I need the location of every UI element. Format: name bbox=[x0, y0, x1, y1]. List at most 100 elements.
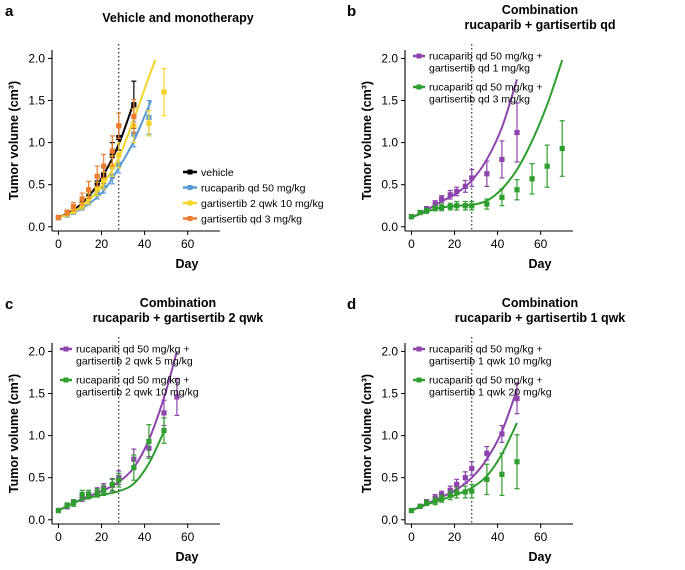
data-point bbox=[116, 477, 122, 483]
data-point bbox=[94, 186, 100, 192]
chart-title-line: Combination bbox=[140, 296, 216, 310]
x-axis-label: Day bbox=[529, 257, 552, 271]
x-axis-label: Day bbox=[176, 257, 199, 271]
chart-title-line: Combination bbox=[502, 3, 578, 17]
y-axis-label: Tumor volume (cm³) bbox=[360, 374, 374, 493]
data-point bbox=[116, 123, 122, 129]
x-tick-label: 20 bbox=[448, 237, 462, 251]
x-tick-label: 40 bbox=[138, 237, 152, 251]
legend-label: rucaparib qd 50 mg/kg + gartisertib qd 3 … bbox=[429, 82, 543, 106]
legend-label-line: gartisertib 2 qwk 5 mg/kg bbox=[76, 356, 193, 368]
data-point bbox=[484, 450, 490, 456]
y-tick-label: 1.0 bbox=[381, 429, 398, 443]
data-point bbox=[64, 209, 70, 216]
legend-marker bbox=[416, 377, 422, 383]
data-point bbox=[514, 459, 520, 465]
data-point bbox=[423, 500, 430, 506]
data-point bbox=[454, 203, 460, 209]
data-point bbox=[86, 187, 92, 193]
data-point bbox=[432, 498, 438, 504]
data-point bbox=[484, 476, 490, 482]
series bbox=[55, 59, 167, 221]
panel-label: a bbox=[5, 3, 14, 20]
data-point bbox=[514, 395, 520, 402]
legend-label-line: rucaparib qd 50 mg/kg + bbox=[76, 375, 190, 387]
data-point bbox=[454, 490, 460, 496]
series bbox=[55, 417, 167, 514]
legend-label-line: gartisertib qd 3 mg/kg bbox=[429, 94, 530, 106]
legend-label: rucaparib qd 50 mg/kg + gartisertib qd 1 … bbox=[429, 51, 543, 75]
data-point bbox=[454, 188, 460, 195]
data-point bbox=[161, 89, 167, 95]
legend: rucaparib qd 50 mg/kg + gartisertib 1 qwk… bbox=[413, 344, 552, 399]
data-point bbox=[101, 163, 107, 169]
data-point bbox=[469, 175, 475, 181]
data-point bbox=[484, 171, 490, 177]
data-point bbox=[408, 507, 415, 514]
y-tick-label: 1.5 bbox=[381, 387, 398, 401]
data-point bbox=[161, 410, 167, 416]
x-axis-label: Day bbox=[529, 550, 552, 564]
data-point bbox=[484, 201, 490, 207]
y-axis-label: Tumor volume (cm³) bbox=[7, 81, 21, 200]
data-point bbox=[70, 500, 77, 506]
x-tick-label: 60 bbox=[534, 530, 548, 544]
y-tick-label: 2.0 bbox=[381, 344, 398, 358]
chart-title: Combination rucaparib + gartisertib qd bbox=[464, 3, 615, 32]
x-tick-label: 20 bbox=[95, 237, 109, 251]
panel-c: c Combination rucaparib + gartisertib 2 qw… bbox=[5, 296, 263, 564]
data-point bbox=[439, 491, 445, 498]
data-point bbox=[70, 203, 77, 210]
legend-label-line: gartisertib 1 qwk 20 mg/kg bbox=[429, 387, 552, 399]
y-tick-label: 2.0 bbox=[28, 51, 45, 65]
data-point bbox=[55, 214, 62, 221]
legend-label: gartisertib qd 3 mg/kg bbox=[201, 214, 302, 226]
legend-marker bbox=[416, 84, 422, 90]
series bbox=[55, 99, 137, 221]
y-tick-label: 0.5 bbox=[381, 178, 398, 192]
data-point bbox=[432, 205, 438, 211]
data-point bbox=[423, 208, 430, 214]
panel-label: b bbox=[347, 3, 356, 20]
data-point bbox=[514, 129, 520, 136]
data-point bbox=[417, 209, 423, 216]
legend: vehicle rucaparib qd 50 mg/kg gartisertib … bbox=[183, 167, 324, 226]
x-tick-label: 40 bbox=[138, 530, 152, 544]
chart-title-line: rucaparib + gartisertib 2 qwk bbox=[93, 311, 264, 325]
data-point bbox=[146, 120, 152, 126]
data-point bbox=[529, 176, 535, 182]
legend-marker bbox=[63, 377, 69, 383]
data-point bbox=[439, 496, 445, 502]
data-point bbox=[469, 465, 475, 472]
legend: rucaparib qd 50 mg/kg + gartisertib qd 1 … bbox=[413, 51, 543, 106]
x-axis-label: Day bbox=[176, 550, 199, 564]
panel-b: b Combination rucaparib + gartisertib qd 0.… bbox=[347, 3, 616, 271]
legend-label: vehicle bbox=[201, 167, 234, 179]
data-point bbox=[469, 203, 475, 209]
panel-a: a Vehicle and monotherapy 0.0 0.5 1.0 1.5 2.0 0… bbox=[5, 3, 324, 271]
data-point bbox=[79, 196, 85, 202]
chart-title: Combination rucaparib + gartisertib 1 qwk bbox=[455, 296, 626, 325]
legend-label-line: rucaparib qd 50 mg/kg + bbox=[429, 344, 543, 356]
data-point bbox=[408, 214, 415, 220]
legend-label-line: rucaparib qd 50 mg/kg + bbox=[429, 375, 543, 387]
data-point bbox=[86, 491, 92, 498]
data-point bbox=[499, 156, 505, 163]
legend-label: rucaparib qd 50 mg/kg + gartisertib 1 qwk… bbox=[429, 375, 552, 399]
x-tick-label: 40 bbox=[491, 530, 505, 544]
panel-label: c bbox=[5, 296, 13, 313]
data-point bbox=[544, 163, 550, 169]
x-tick-label: 60 bbox=[181, 237, 195, 251]
y-tick-label: 2.0 bbox=[381, 51, 398, 65]
x-tick-label: 40 bbox=[491, 237, 505, 251]
data-point bbox=[439, 204, 445, 211]
data-point bbox=[462, 183, 468, 189]
panel-d: d Combination rucaparib + gartisertib 1 qw… bbox=[347, 296, 625, 564]
data-point bbox=[447, 203, 453, 210]
data-point bbox=[101, 487, 107, 493]
x-tick-label: 60 bbox=[534, 237, 548, 251]
y-tick-label: 2.0 bbox=[28, 344, 45, 358]
legend-label-line: rucaparib qd 50 mg/kg + bbox=[429, 51, 543, 63]
legend-label: rucaparib qd 50 mg/kg + gartisertib 2 qwk… bbox=[76, 344, 193, 368]
